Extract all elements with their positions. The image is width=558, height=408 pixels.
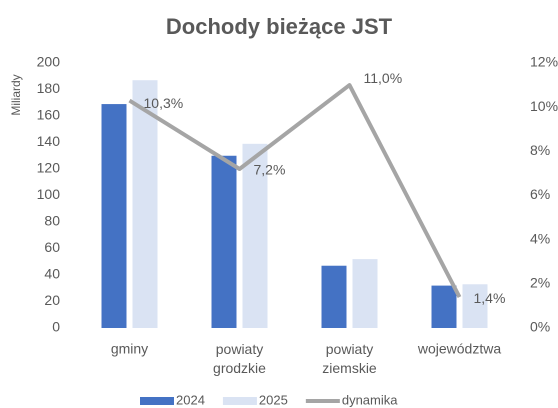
bar (211, 155, 237, 328)
bar (101, 104, 127, 328)
bar (132, 80, 158, 328)
chart-title: Dochody bieżące JST (166, 14, 393, 39)
x-tick-label: powiaty grodzkie (213, 341, 266, 376)
bar (431, 285, 457, 328)
y2-tick-label: 12% (530, 54, 558, 70)
y2-tick-label: 6% (530, 186, 550, 202)
y-tick-label: 40 (44, 266, 60, 282)
bar (321, 265, 347, 328)
data-label: 1,4% (474, 290, 506, 306)
data-label: 11,0% (364, 70, 403, 86)
y2-tick-label: 8% (530, 142, 550, 158)
legend-swatch (140, 397, 174, 405)
y-tick-label: 80 (44, 213, 60, 229)
y-tick-label: 20 (44, 292, 60, 308)
y-tick-label: 140 (37, 133, 61, 149)
y2-tick-label: 2% (530, 275, 550, 291)
y2-tick-label: 10% (530, 98, 558, 114)
bar (462, 284, 488, 328)
bar (242, 143, 268, 328)
bar (352, 259, 378, 328)
x-tick-label: powiaty ziemskie (322, 341, 377, 376)
y-tick-label: 100 (37, 186, 61, 202)
y-tick-label: 200 (37, 54, 61, 70)
data-label: 10,3% (144, 95, 184, 111)
y-tick-label: 60 (44, 239, 60, 255)
y-tick-label: 160 (37, 107, 61, 123)
x-tick-label: gminy (111, 341, 148, 357)
y2-tick-label: 0% (530, 319, 550, 335)
legend-label: 2024 (176, 392, 205, 407)
y-tick-label: 120 (37, 160, 61, 176)
y2-tick-label: 4% (530, 230, 550, 246)
legend-label: 2025 (259, 392, 288, 407)
data-label: 7,2% (254, 162, 286, 178)
y-tick-label: 180 (37, 80, 61, 96)
y-tick-label: 0 (52, 319, 60, 335)
x-tick-label: województwa (417, 341, 501, 357)
line (128, 83, 462, 299)
y-axis-label: Miliardy (9, 74, 23, 115)
legend-swatch (222, 397, 257, 405)
legend-label: dynamika (342, 392, 398, 407)
